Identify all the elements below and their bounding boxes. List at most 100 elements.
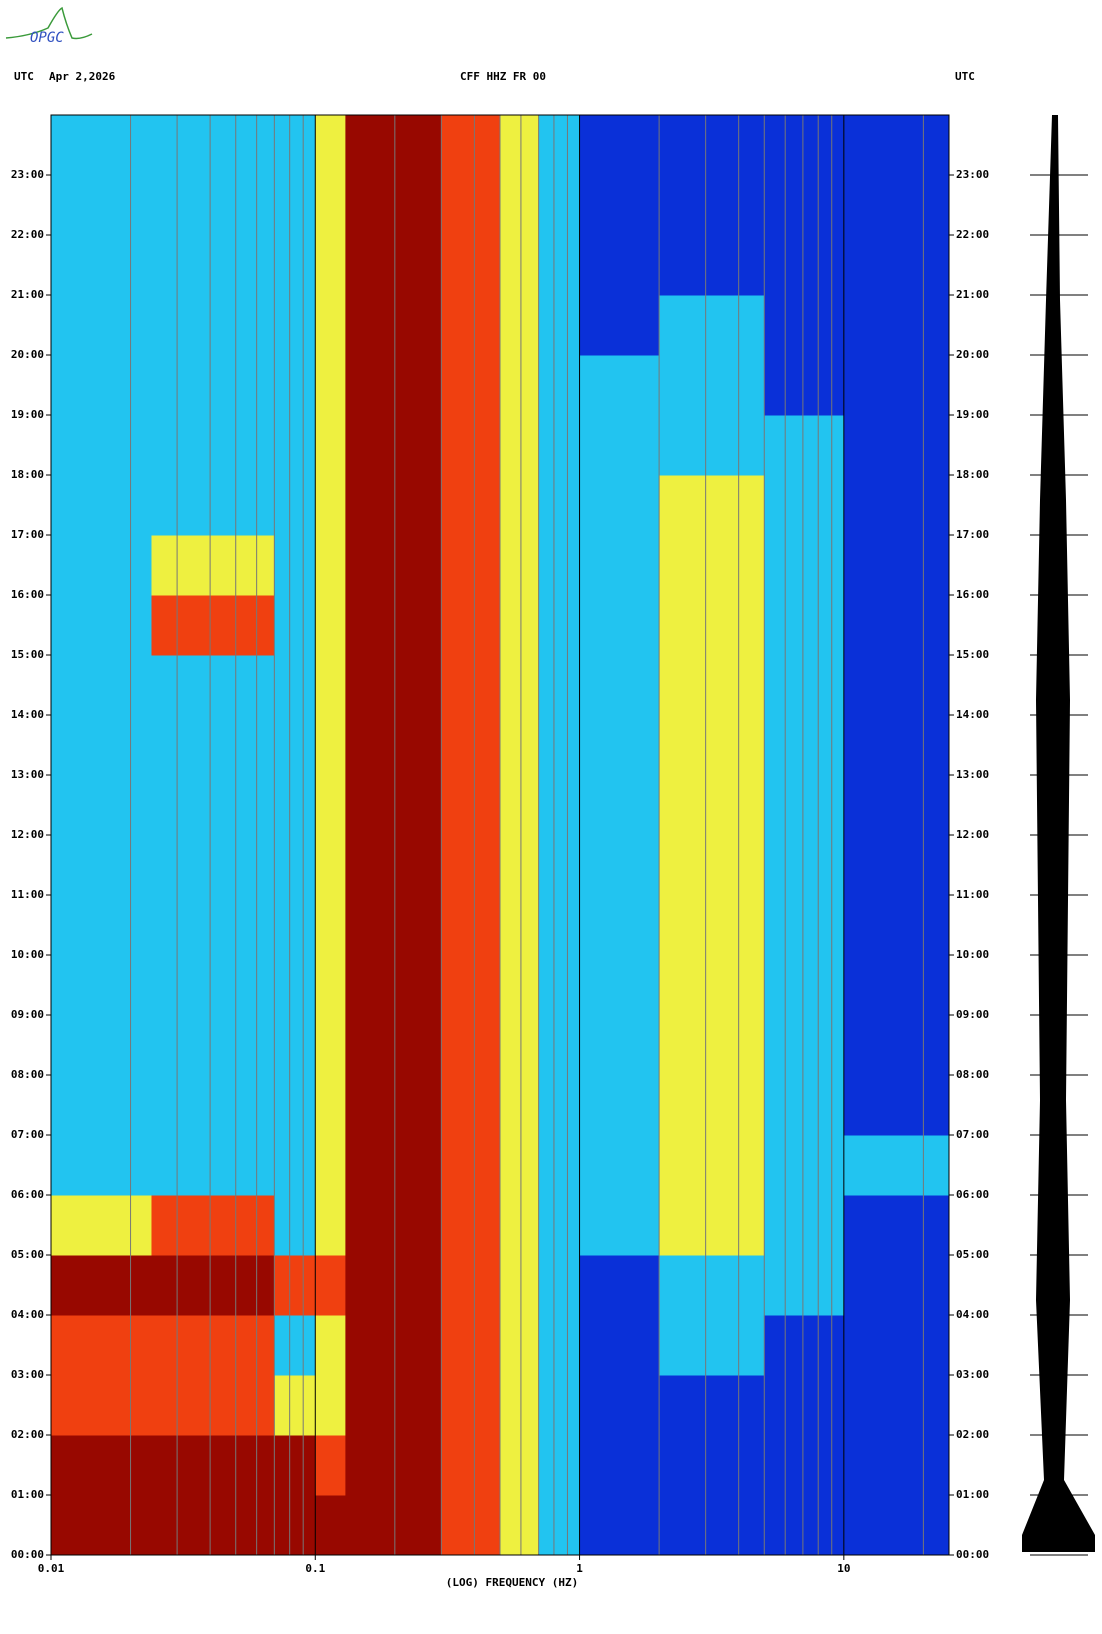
spectrogram-cell xyxy=(315,1435,346,1496)
spectrogram-cell xyxy=(441,1495,501,1556)
spectrogram-cell xyxy=(659,1075,765,1136)
spectrogram-cell xyxy=(441,1315,501,1376)
y-tick-label-right: 11:00 xyxy=(956,888,989,901)
spectrogram-cell xyxy=(500,1015,540,1076)
spectrogram-cell xyxy=(345,895,442,956)
spectrogram-cell xyxy=(345,775,442,836)
spectrogram-cell xyxy=(51,1195,152,1256)
spectrogram-cell xyxy=(441,295,501,356)
spectrogram-cell xyxy=(579,355,660,416)
spectrogram-cell xyxy=(538,535,581,596)
y-tick-label: 20:00 xyxy=(11,348,44,361)
spectrogram-cell xyxy=(274,295,316,356)
spectrogram-cell xyxy=(659,175,765,236)
spectrogram-cell xyxy=(764,895,845,956)
spectrogram-cell xyxy=(538,115,581,176)
y-tick-label-right: 20:00 xyxy=(956,348,989,361)
spectrogram-cell xyxy=(500,1315,540,1376)
y-tick-label-right: 09:00 xyxy=(956,1008,989,1021)
spectrogram-cell xyxy=(274,1195,316,1256)
y-tick-label: 19:00 xyxy=(11,408,44,421)
y-tick-label-right: 16:00 xyxy=(956,588,989,601)
y-tick-label-right: 15:00 xyxy=(956,648,989,661)
spectrogram-cell xyxy=(764,655,845,716)
spectrogram-cell xyxy=(315,295,346,356)
spectrogram-cell xyxy=(579,895,660,956)
spectrogram-cell xyxy=(51,235,152,296)
spectrogram-cell xyxy=(500,595,540,656)
spectrogram-cell xyxy=(500,1195,540,1256)
spectrogram-cell xyxy=(151,475,275,536)
spectrogram-cell xyxy=(764,295,845,356)
spectrogram-cell xyxy=(764,415,845,476)
y-tick-label: 09:00 xyxy=(11,1008,44,1021)
spectrogram-cell xyxy=(315,835,346,896)
spectrogram-cell xyxy=(274,1435,316,1496)
spectrogram-cell xyxy=(151,355,275,416)
spectrogram-cell xyxy=(843,355,950,416)
spectrogram-cell xyxy=(659,955,765,1016)
spectrogram-cell xyxy=(151,1255,275,1316)
spectrogram-cell xyxy=(51,895,152,956)
spectrogram-cell xyxy=(659,895,765,956)
spectrogram-cell xyxy=(500,895,540,956)
spectrogram-cell xyxy=(274,1075,316,1136)
spectrogram-cell xyxy=(51,295,152,356)
spectrogram-cell xyxy=(315,235,346,296)
y-tick-label-right: 05:00 xyxy=(956,1248,989,1261)
spectrogram-cell xyxy=(51,1315,152,1376)
spectrogram-cell xyxy=(579,295,660,356)
spectrogram-cell xyxy=(345,1015,442,1076)
spectrogram-cell xyxy=(151,955,275,1016)
y-tick-label-right: 08:00 xyxy=(956,1068,989,1081)
spectrogram-cell xyxy=(274,355,316,416)
spectrogram-cell xyxy=(274,475,316,536)
y-tick-label: 10:00 xyxy=(11,948,44,961)
spectrogram-cell xyxy=(843,1195,950,1256)
spectrogram-cell xyxy=(500,655,540,716)
spectrogram-cell xyxy=(659,1015,765,1076)
spectrogram-cell xyxy=(764,475,845,536)
spectrogram-cell xyxy=(538,1435,581,1496)
spectrogram-cell xyxy=(843,715,950,776)
spectrogram-cell xyxy=(843,595,950,656)
spectrogram-cell xyxy=(151,895,275,956)
spectrogram-cell xyxy=(659,355,765,416)
spectrogram-cell xyxy=(579,655,660,716)
spectrogram-cell xyxy=(764,235,845,296)
spectrogram-cell xyxy=(500,715,540,776)
spectrogram-cell xyxy=(274,1375,316,1436)
spectrogram-cell xyxy=(579,535,660,596)
spectrogram-cell xyxy=(538,295,581,356)
spectrogram-cell xyxy=(843,895,950,956)
spectrogram-cell xyxy=(500,1255,540,1316)
y-tick-label: 11:00 xyxy=(11,888,44,901)
spectrogram-cell xyxy=(538,835,581,896)
spectrogram-cell xyxy=(843,295,950,356)
spectrogram-cell xyxy=(274,415,316,476)
spectrogram-cell xyxy=(51,715,152,776)
spectrogram-cell xyxy=(315,715,346,776)
spectrogram-cell xyxy=(659,235,765,296)
spectrogram-cell xyxy=(315,955,346,1016)
spectrogram-cell xyxy=(579,1135,660,1196)
spectrogram-cell xyxy=(579,475,660,536)
x-tick-label: 10 xyxy=(837,1562,850,1575)
spectrogram-cell xyxy=(843,1495,950,1556)
spectrogram-cell xyxy=(441,595,501,656)
spectrogram-cell xyxy=(579,775,660,836)
y-tick-label: 13:00 xyxy=(11,768,44,781)
spectrogram-cell xyxy=(579,1435,660,1496)
spectrogram-cell xyxy=(538,595,581,656)
spectrogram-cell xyxy=(579,175,660,236)
spectrogram-cell xyxy=(764,1495,845,1556)
spectrogram-cell xyxy=(538,1195,581,1256)
spectrogram-cell xyxy=(579,835,660,896)
spectrogram-cell xyxy=(843,415,950,476)
spectrogram-cell xyxy=(315,175,346,236)
spectrogram-cell xyxy=(441,715,501,776)
spectrogram-cell xyxy=(764,1075,845,1136)
spectrogram-cell xyxy=(51,1255,152,1316)
y-tick-label: 05:00 xyxy=(11,1248,44,1261)
